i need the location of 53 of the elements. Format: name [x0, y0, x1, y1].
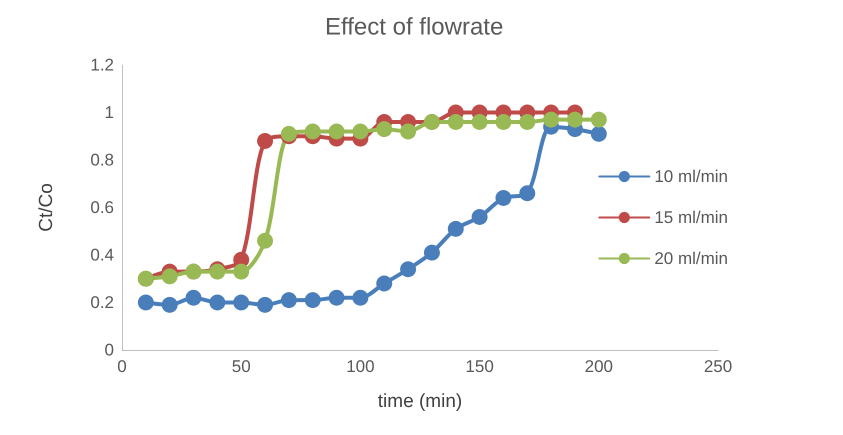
point [257, 232, 274, 249]
y-tick-label: 0.8 [90, 150, 114, 170]
point [566, 112, 583, 128]
point [328, 290, 345, 306]
point [495, 114, 512, 130]
point [400, 261, 416, 278]
legend-label: 20 ml/min [654, 249, 728, 268]
point [304, 292, 321, 308]
point [543, 112, 560, 128]
point [590, 126, 607, 142]
y-tick-label: 0 [104, 340, 114, 360]
point [352, 290, 368, 306]
x-tick-label: 0 [117, 357, 127, 376]
point [328, 124, 345, 140]
y-tick-label: 1 [104, 103, 114, 122]
point [138, 294, 154, 310]
y-tick-label: 0.4 [90, 246, 114, 264]
point [233, 264, 250, 280]
point [448, 114, 464, 130]
point [376, 121, 392, 138]
point [162, 296, 178, 313]
point [304, 124, 321, 140]
x-tick-label: 100 [346, 357, 375, 376]
point [519, 114, 536, 130]
point [495, 190, 512, 206]
point [400, 124, 416, 140]
point [424, 244, 440, 261]
y-tick-label: 1.2 [90, 56, 114, 74]
x-axis-title: time (min) [378, 391, 462, 412]
point [590, 112, 607, 128]
x-tick-label: 250 [704, 357, 732, 376]
point [186, 290, 202, 306]
point [209, 294, 226, 310]
point [257, 133, 274, 149]
point [519, 185, 536, 202]
point [472, 114, 488, 130]
x-tick-label: 50 [232, 357, 251, 376]
y-tick-label: 0.2 [90, 293, 114, 312]
point [376, 276, 392, 292]
point [448, 220, 464, 237]
y-axis-title: Ct/Co [36, 183, 57, 232]
legend-label: 10 ml/min [654, 167, 728, 186]
point [352, 124, 368, 140]
legend-label: 15 ml/min [654, 208, 728, 227]
point [233, 294, 250, 310]
x-tick-label: 150 [465, 357, 494, 376]
chart-title: Effect of flowrate [325, 14, 504, 40]
point [257, 296, 274, 313]
y-tick-label: 0.6 [90, 198, 114, 217]
x-tick-label: 200 [584, 357, 613, 376]
point [472, 209, 488, 225]
point [280, 292, 297, 308]
point [162, 268, 178, 284]
